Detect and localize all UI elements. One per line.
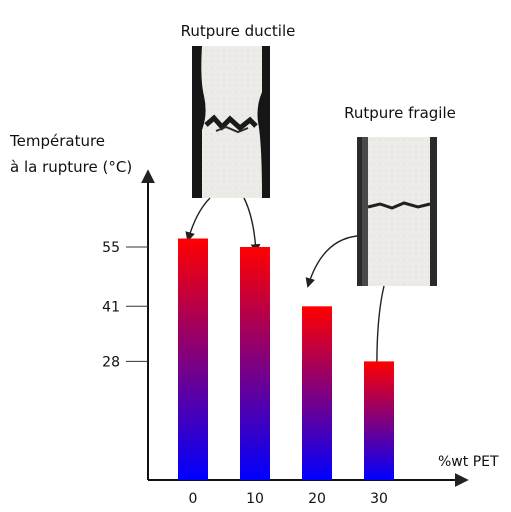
- bar-30: [364, 361, 394, 480]
- y-axis-label: Température à la rupture (°C): [9, 132, 132, 176]
- annotation-arrow-ductile-10: [243, 197, 261, 254]
- x-tick-label: 20: [308, 491, 326, 507]
- bar-0: [178, 238, 208, 480]
- brittle-fracture-photo: [357, 137, 437, 286]
- x-tick-label: 0: [189, 491, 198, 507]
- y-tick-label: 55: [102, 240, 120, 256]
- y-tick-label: 41: [102, 299, 120, 315]
- y-tick-label: 28: [102, 354, 120, 370]
- annotation-fragile-label: Rutpure fragile: [344, 104, 456, 122]
- annotation-arrow-fragile-20: [305, 235, 358, 288]
- x-tick-label: 30: [370, 491, 388, 507]
- x-tick-label: 10: [246, 491, 264, 507]
- ductile-fracture-photo: [192, 46, 270, 198]
- annotation-arrow-ductile-0: [185, 197, 211, 242]
- bar-10: [240, 247, 270, 480]
- annotation-ductile-label: Rutpure ductile: [181, 22, 296, 40]
- bar-20: [302, 306, 332, 480]
- x-axis-label: %wt PET: [438, 454, 499, 470]
